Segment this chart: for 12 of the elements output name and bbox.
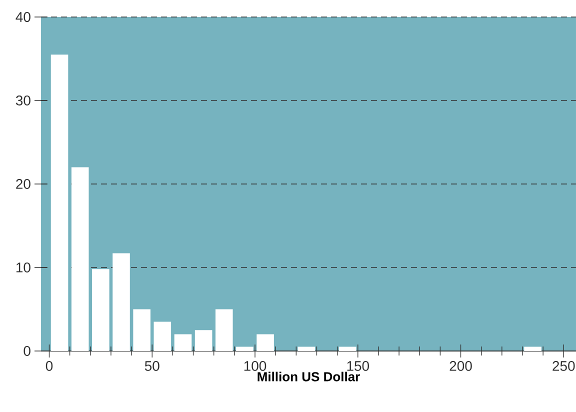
y-tick-label: 0 <box>24 346 30 356</box>
x-tick-label: 150 <box>347 361 370 371</box>
x-tick-label: 0 <box>46 361 53 371</box>
y-tick-label: 20 <box>16 179 30 189</box>
x-tick-label: 250 <box>552 361 575 371</box>
y-tick-label: 10 <box>16 262 30 272</box>
x-tick-label: 200 <box>450 361 472 371</box>
y-tick-label: 30 <box>16 96 30 106</box>
x-tick-label: 100 <box>244 361 266 371</box>
x-axis-title: Million US Dollar <box>258 372 360 382</box>
y-tick-label: 40 <box>16 12 30 22</box>
x-tick-label: 50 <box>144 361 160 371</box>
